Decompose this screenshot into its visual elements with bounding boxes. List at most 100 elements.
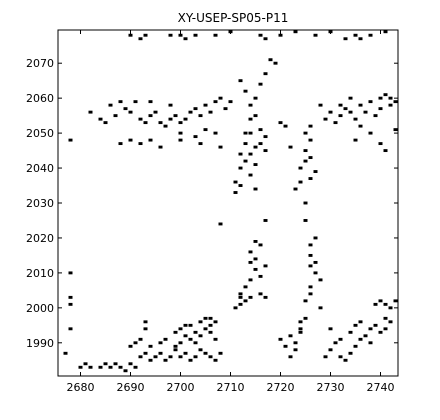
data-point xyxy=(279,121,283,124)
data-point xyxy=(374,114,378,117)
data-point xyxy=(199,320,203,323)
data-point xyxy=(374,324,378,327)
data-point xyxy=(259,34,263,37)
data-point xyxy=(139,37,143,40)
data-point xyxy=(164,359,168,362)
data-point xyxy=(264,219,268,222)
data-point xyxy=(314,170,318,173)
data-point xyxy=(184,324,188,327)
data-point xyxy=(69,271,73,274)
data-point xyxy=(294,30,298,33)
data-point xyxy=(219,97,223,100)
data-point xyxy=(249,296,253,299)
data-point xyxy=(394,128,398,131)
data-point xyxy=(189,111,193,114)
data-point xyxy=(114,114,118,117)
data-point xyxy=(264,296,268,299)
data-point xyxy=(309,285,313,288)
data-point xyxy=(129,345,133,348)
data-point xyxy=(214,132,218,135)
data-point xyxy=(339,338,343,341)
data-point xyxy=(389,306,393,309)
data-point xyxy=(239,79,243,82)
data-point xyxy=(359,338,363,341)
data-point xyxy=(304,132,308,135)
data-point xyxy=(124,107,128,110)
data-point xyxy=(179,139,183,142)
x-tick-label: 2700 xyxy=(167,381,195,394)
data-point xyxy=(384,30,388,33)
data-point xyxy=(294,188,298,191)
data-point xyxy=(249,250,253,253)
data-point xyxy=(249,278,253,281)
data-point xyxy=(264,37,268,40)
data-point xyxy=(239,167,243,170)
data-point xyxy=(354,118,358,121)
data-point xyxy=(249,104,253,107)
data-point xyxy=(249,174,253,177)
data-point xyxy=(219,352,223,355)
data-point xyxy=(199,348,203,351)
data-point xyxy=(194,331,198,334)
data-point xyxy=(219,223,223,226)
data-point xyxy=(149,100,153,103)
data-point xyxy=(384,149,388,152)
data-point xyxy=(299,167,303,170)
data-point xyxy=(239,296,243,299)
data-point xyxy=(239,292,243,295)
data-point xyxy=(349,352,353,355)
data-point xyxy=(394,299,398,302)
data-point xyxy=(69,296,73,299)
data-point xyxy=(139,118,143,121)
data-point xyxy=(369,34,373,37)
data-point xyxy=(219,146,223,149)
data-point xyxy=(389,320,393,323)
data-point xyxy=(139,355,143,358)
data-point xyxy=(194,341,198,344)
x-tick-label: 2690 xyxy=(117,381,145,394)
data-point xyxy=(214,100,218,103)
data-point xyxy=(254,146,258,149)
data-point xyxy=(254,268,258,271)
data-point xyxy=(209,324,213,327)
data-point xyxy=(329,111,333,114)
data-point xyxy=(179,341,183,344)
data-point xyxy=(164,338,168,341)
data-point xyxy=(199,114,203,117)
data-point xyxy=(134,100,138,103)
data-point xyxy=(304,219,308,222)
data-point xyxy=(354,324,358,327)
data-point xyxy=(244,285,248,288)
data-point xyxy=(264,72,268,75)
data-point xyxy=(299,320,303,323)
data-point xyxy=(314,237,318,240)
data-point xyxy=(314,261,318,264)
data-point xyxy=(329,327,333,330)
data-point xyxy=(119,366,123,369)
data-point xyxy=(334,121,338,124)
data-point xyxy=(394,100,398,103)
data-point xyxy=(179,34,183,37)
data-point xyxy=(369,327,373,330)
data-point xyxy=(369,132,373,135)
data-point xyxy=(259,128,263,131)
data-point xyxy=(314,271,318,274)
data-point xyxy=(164,125,168,128)
data-point xyxy=(249,153,253,156)
data-point xyxy=(304,202,308,205)
data-point xyxy=(204,317,208,320)
data-point xyxy=(124,369,128,372)
data-point xyxy=(129,362,133,365)
x-tick-label: 2730 xyxy=(317,381,345,394)
data-point xyxy=(279,34,283,37)
data-point xyxy=(329,348,333,351)
data-point xyxy=(279,338,283,341)
data-point xyxy=(134,341,138,344)
chart-title: XY-USEP-SP05-P11 xyxy=(178,11,289,25)
data-point xyxy=(294,348,298,351)
data-point xyxy=(354,34,358,37)
data-point xyxy=(384,317,388,320)
data-point xyxy=(109,366,113,369)
data-point xyxy=(379,97,383,100)
data-point xyxy=(389,97,393,100)
